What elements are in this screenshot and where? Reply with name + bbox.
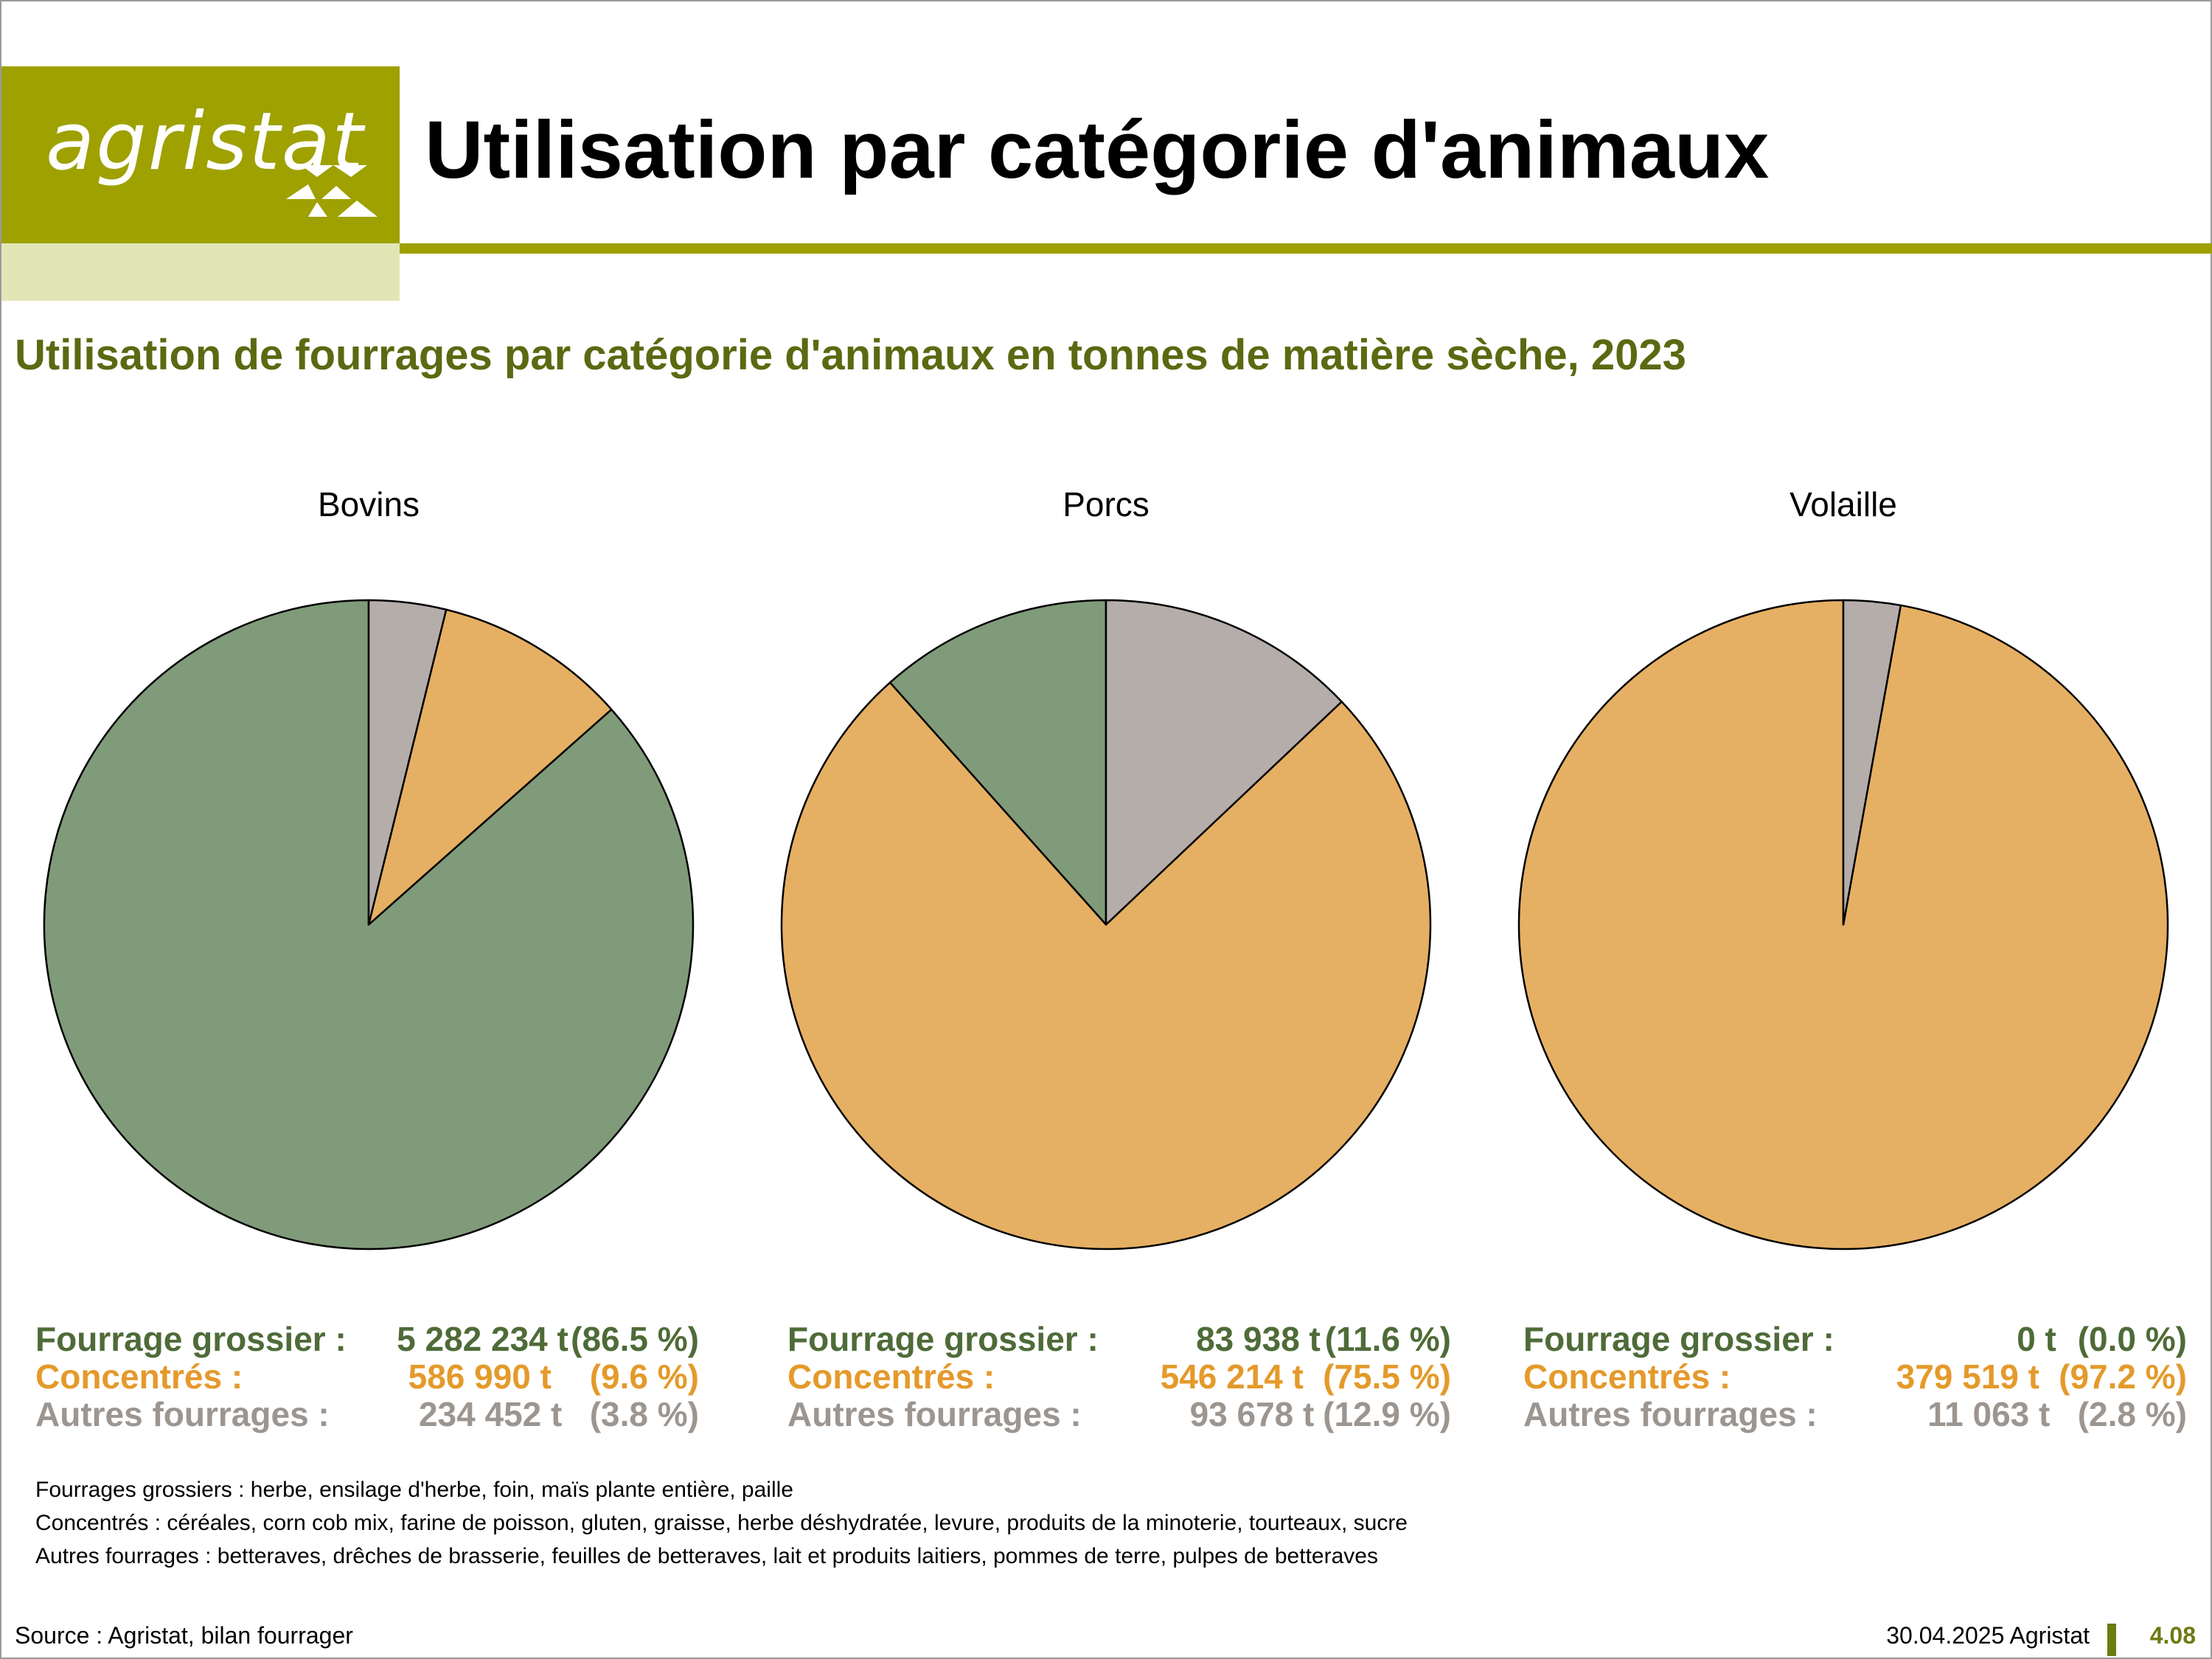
stat-label: Concentrés :	[1523, 1357, 1731, 1396]
footer-date: 30.04.2025 Agristat	[1886, 1622, 2090, 1649]
logo-triangles-icon	[286, 165, 378, 217]
page-number: 4.08	[2149, 1622, 2196, 1649]
pie-title-porcs: Porcs	[1062, 485, 1150, 524]
stat-row-autres-fourrages: Autres fourrages : 234 452 t (3.8 %)	[35, 1395, 699, 1433]
stat-percent: (86.5 %)	[571, 1319, 699, 1358]
stat-value: 234 452 t	[418, 1394, 563, 1433]
stat-row-autres-fourrages: Autres fourrages : 93 678 t (12.9 %)	[787, 1395, 1451, 1433]
stats-volaille: Fourrage grossier : 0 t (0.0 %) Concentr…	[1523, 1320, 2187, 1433]
logo-text: agristat	[46, 96, 365, 188]
pie-volaille	[1517, 599, 2169, 1251]
pie-slice-autres-fourrages	[367, 599, 448, 926]
page-title: Utilisation par catégorie d'animaux	[425, 105, 1770, 195]
pie-slice-concentres	[367, 608, 613, 926]
note-concentres: Concentrés : céréales, corn cob mix, far…	[35, 1511, 1408, 1535]
pie-slice-autres-fourrages	[1842, 599, 1902, 926]
stat-percent: (9.6 %)	[589, 1357, 699, 1396]
stat-percent: (3.8 %)	[589, 1394, 699, 1433]
stat-row-fourrage-grossier: Fourrage grossier : 5 282 234 t (86.5 %)	[35, 1319, 699, 1358]
definitions-notes: Fourrages grossiers : herbe, ensilage d'…	[35, 1473, 1408, 1573]
stat-value: 0 t	[2017, 1319, 2056, 1358]
stat-percent: (75.5 %)	[1323, 1357, 1451, 1396]
stat-label: Autres fourrages :	[787, 1394, 1082, 1433]
stat-label: Autres fourrages :	[1523, 1394, 1818, 1433]
logo-block	[1, 66, 400, 243]
stat-label: Fourrage grossier :	[35, 1319, 347, 1358]
stat-value: 546 214 t	[1160, 1357, 1304, 1396]
stat-percent: (2.8 %)	[2077, 1394, 2187, 1433]
note-autres-fourrages: Autres fourrages : betteraves, drêches d…	[35, 1544, 1378, 1568]
stat-label: Concentrés :	[35, 1357, 243, 1396]
stat-value: 83 938 t	[1196, 1319, 1321, 1358]
stat-value: 5 282 234 t	[397, 1319, 568, 1358]
note-fourrages-grossiers: Fourrages grossiers : herbe, ensilage d'…	[35, 1478, 793, 1502]
stat-percent: (12.9 %)	[1323, 1394, 1451, 1433]
header-rule	[400, 243, 2212, 254]
pie-charts: Bovins Porcs Volaille	[43, 485, 2169, 1251]
pie-slice-autres-fourrages	[1105, 599, 1343, 926]
chart-subtitle: Utilisation de fourrages par catégorie d…	[15, 331, 1686, 379]
stat-row-fourrage-grossier: Fourrage grossier : 83 938 t (11.6 %)	[787, 1319, 1451, 1358]
stat-percent: (11.6 %)	[1324, 1319, 1451, 1358]
logo-underband	[1, 243, 400, 301]
footer-source: Source : Agristat, bilan fourrager	[15, 1622, 353, 1649]
stat-row-concentres: Concentrés : 379 519 t (97.2 %)	[1523, 1357, 2187, 1396]
stat-row-concentres: Concentrés : 586 990 t (9.6 %)	[35, 1357, 699, 1396]
stat-row-autres-fourrages: Autres fourrages : 11 063 t (2.8 %)	[1523, 1395, 2187, 1433]
stat-label: Concentrés :	[787, 1357, 995, 1396]
stat-value: 93 678 t	[1189, 1394, 1315, 1433]
stat-value: 586 990 t	[408, 1357, 552, 1396]
stats-porcs: Fourrage grossier : 83 938 t (11.6 %) Co…	[787, 1320, 1451, 1433]
stats-bovins: Fourrage grossier : 5 282 234 t (86.5 %)…	[35, 1320, 699, 1433]
pie-title-bovins: Bovins	[318, 485, 420, 524]
stat-percent: (97.2 %)	[2059, 1357, 2187, 1396]
stat-row-fourrage-grossier: Fourrage grossier : 0 t (0.0 %)	[1523, 1319, 2187, 1358]
stat-label: Autres fourrages :	[35, 1394, 330, 1433]
stat-label: Fourrage grossier :	[787, 1319, 1099, 1358]
stat-value: 379 519 t	[1896, 1357, 2039, 1396]
stat-percent: (0.0 %)	[2077, 1319, 2187, 1358]
pie-slice-concentres	[780, 681, 1432, 1251]
stat-value: 11 063 t	[1927, 1394, 2051, 1433]
pie-title-volaille: Volaille	[1790, 485, 1897, 524]
stat-label: Fourrage grossier :	[1523, 1319, 1834, 1358]
footer-divider	[2107, 1624, 2116, 1656]
pie-porcs	[780, 599, 1432, 1251]
pie-bovins	[43, 599, 695, 1251]
stat-row-concentres: Concentrés : 546 214 t (75.5 %)	[787, 1357, 1451, 1396]
pie-slice-fourrage-grossier	[888, 599, 1107, 926]
